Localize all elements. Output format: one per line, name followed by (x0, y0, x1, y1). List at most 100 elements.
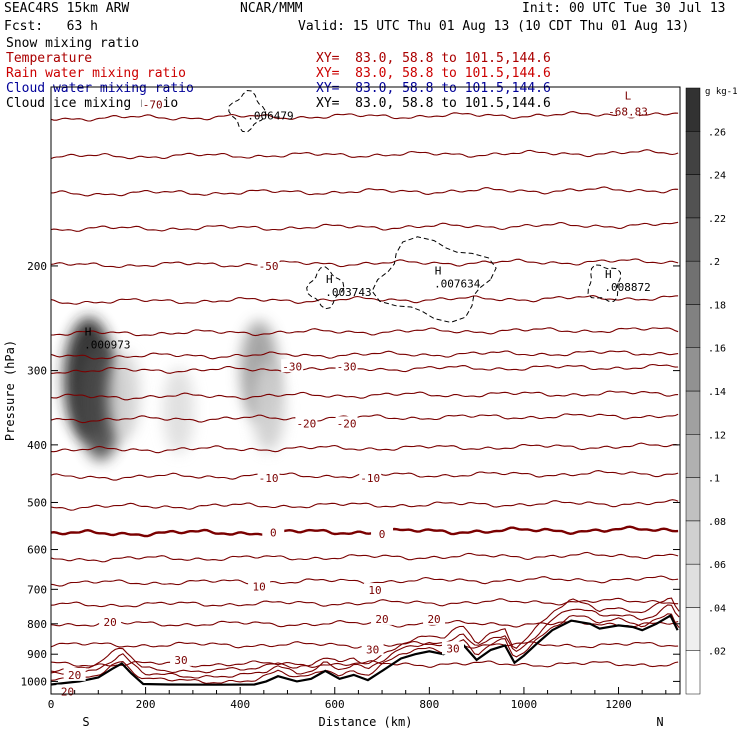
contour-label: -10 (360, 472, 380, 485)
contour-label-background (257, 258, 280, 272)
colorbar-bin (685, 520, 701, 565)
field-cloudwater-label: Cloud water mixing ratio (6, 81, 194, 96)
colorbar-bin (685, 650, 701, 695)
plot-frame (50, 86, 681, 695)
maximum-marker: H (85, 325, 92, 338)
y-tick-label: 1000 (21, 675, 48, 688)
cloud-ice-dashed-contour (587, 264, 622, 302)
contour-label-background (248, 579, 271, 593)
field-temperature-label: Temperature (6, 51, 93, 66)
contour-label-background (335, 359, 358, 373)
colorbar-bin (685, 304, 701, 348)
x-axis-label: Distance (km) (319, 715, 413, 729)
north-end-label: N (656, 715, 663, 729)
colorbar-tick-label: .06 (708, 560, 726, 571)
contour-label-background (371, 527, 394, 541)
colorbar-bin (685, 87, 701, 132)
colorbar-tick-label: .14 (708, 387, 726, 398)
maximum-marker: H (605, 268, 612, 281)
contour-label-background (361, 642, 384, 656)
isotherm-line (51, 660, 679, 668)
forecast-hour: Fcst: 63 h (4, 19, 98, 34)
colorbar-bin (685, 260, 701, 305)
y-tick-label: 500 (27, 496, 47, 509)
isotherm-line (51, 186, 679, 197)
contour-label-background (257, 471, 280, 485)
snow-shading-area (108, 351, 141, 440)
maximum-value-label: .006479 (247, 109, 293, 122)
isotherm-line (51, 499, 679, 511)
colorbar-unit: g kg-1 (705, 87, 738, 97)
contour-label-background (423, 611, 446, 625)
isotherm-line (51, 295, 679, 305)
contour-label: 30 (446, 642, 459, 655)
contour-label: -50 (259, 260, 279, 273)
colorbar-bin (685, 347, 701, 392)
terrain-line (51, 614, 679, 686)
contour-label: -30 (337, 360, 357, 373)
colorbar-bin (685, 217, 701, 262)
field-rain-xy: XY= 83.0, 58.8 to 101.5,144.6 (316, 66, 551, 81)
x-tick-label: 200 (136, 698, 156, 711)
valid-time: Valid: 15 UTC Thu 01 Aug 13 (10 CDT Thu … (298, 19, 690, 34)
maximum-value-label: .007634 (434, 278, 481, 291)
contour-label: -10 (259, 472, 279, 485)
x-tick-label: 0 (48, 698, 55, 711)
contour-label: 20 (103, 616, 116, 629)
maximum-value-label: .008872 (604, 281, 650, 294)
south-end-label: S (82, 715, 89, 729)
cloud-ice-dashed-contour (371, 236, 497, 323)
contour-label-background (63, 667, 86, 681)
y-tick-label: 700 (27, 583, 47, 596)
contour-label-background (363, 583, 386, 597)
isotherm-line (51, 327, 679, 337)
contour-label-background (262, 525, 285, 539)
colorbar-tick-label: .22 (708, 214, 726, 225)
contour-label-background (141, 97, 164, 111)
field-cloudice-xy: XY= 83.0, 58.8 to 101.5,144.6 (316, 96, 551, 111)
contour-label: -20 (296, 417, 316, 430)
x-tick-label: 800 (419, 698, 439, 711)
y-tick-label: 600 (27, 544, 47, 557)
isotherm-line (51, 413, 679, 424)
contour-label-background (99, 615, 122, 629)
colorbar-bin (685, 390, 701, 435)
contour-label: 30 (174, 654, 187, 667)
contour-label: 30 (366, 643, 379, 656)
field-temperature-xy: XY= 83.0, 58.8 to 101.5,144.6 (316, 51, 551, 66)
y-tick-label: 900 (27, 648, 47, 661)
isotherm-line (51, 149, 679, 160)
contour-label: 0 (270, 527, 277, 540)
x-tick-label: 1000 (511, 698, 538, 711)
contour-label: 20 (68, 669, 81, 682)
x-tick-label: 400 (230, 698, 250, 711)
contour-label: 20 (375, 613, 388, 626)
isotherm-line (51, 363, 679, 374)
isotherm-terrain-line (51, 604, 680, 679)
colorbar-tick-label: .16 (708, 344, 726, 355)
init-time: Init: 00 UTC Tue 30 Jul 13 (522, 1, 726, 16)
colorbar-bin (685, 477, 701, 522)
field-rain-label: Rain water mixing ratio (6, 66, 187, 81)
colorbar-tick-label: .1 (708, 474, 720, 485)
isotherm-line (51, 350, 679, 360)
field-snow-label: Snow mixing ratio (6, 36, 140, 51)
isotherm-line (51, 221, 679, 232)
snow-shading-area (163, 367, 195, 454)
colorbar-bin (685, 607, 701, 651)
contour-label-background (441, 641, 464, 655)
isotherm-line (51, 525, 679, 538)
contour-label: 20 (427, 613, 440, 626)
org-label: NCAR/MMM (240, 1, 303, 16)
colorbar-tick-label: .2 (708, 257, 720, 268)
colorbar-bin (685, 563, 701, 608)
contour-label-background (335, 416, 358, 430)
colorbar-tick-label: .24 (708, 171, 726, 182)
contour-label: -68.83 (608, 106, 648, 119)
colorbar-tick-label: .26 (708, 127, 726, 138)
y-axis-label: Pressure (hPa) (3, 340, 17, 441)
isotherm-line (51, 551, 679, 563)
colorbar-tick-label: .04 (708, 603, 726, 614)
isotherm-line (51, 442, 679, 454)
